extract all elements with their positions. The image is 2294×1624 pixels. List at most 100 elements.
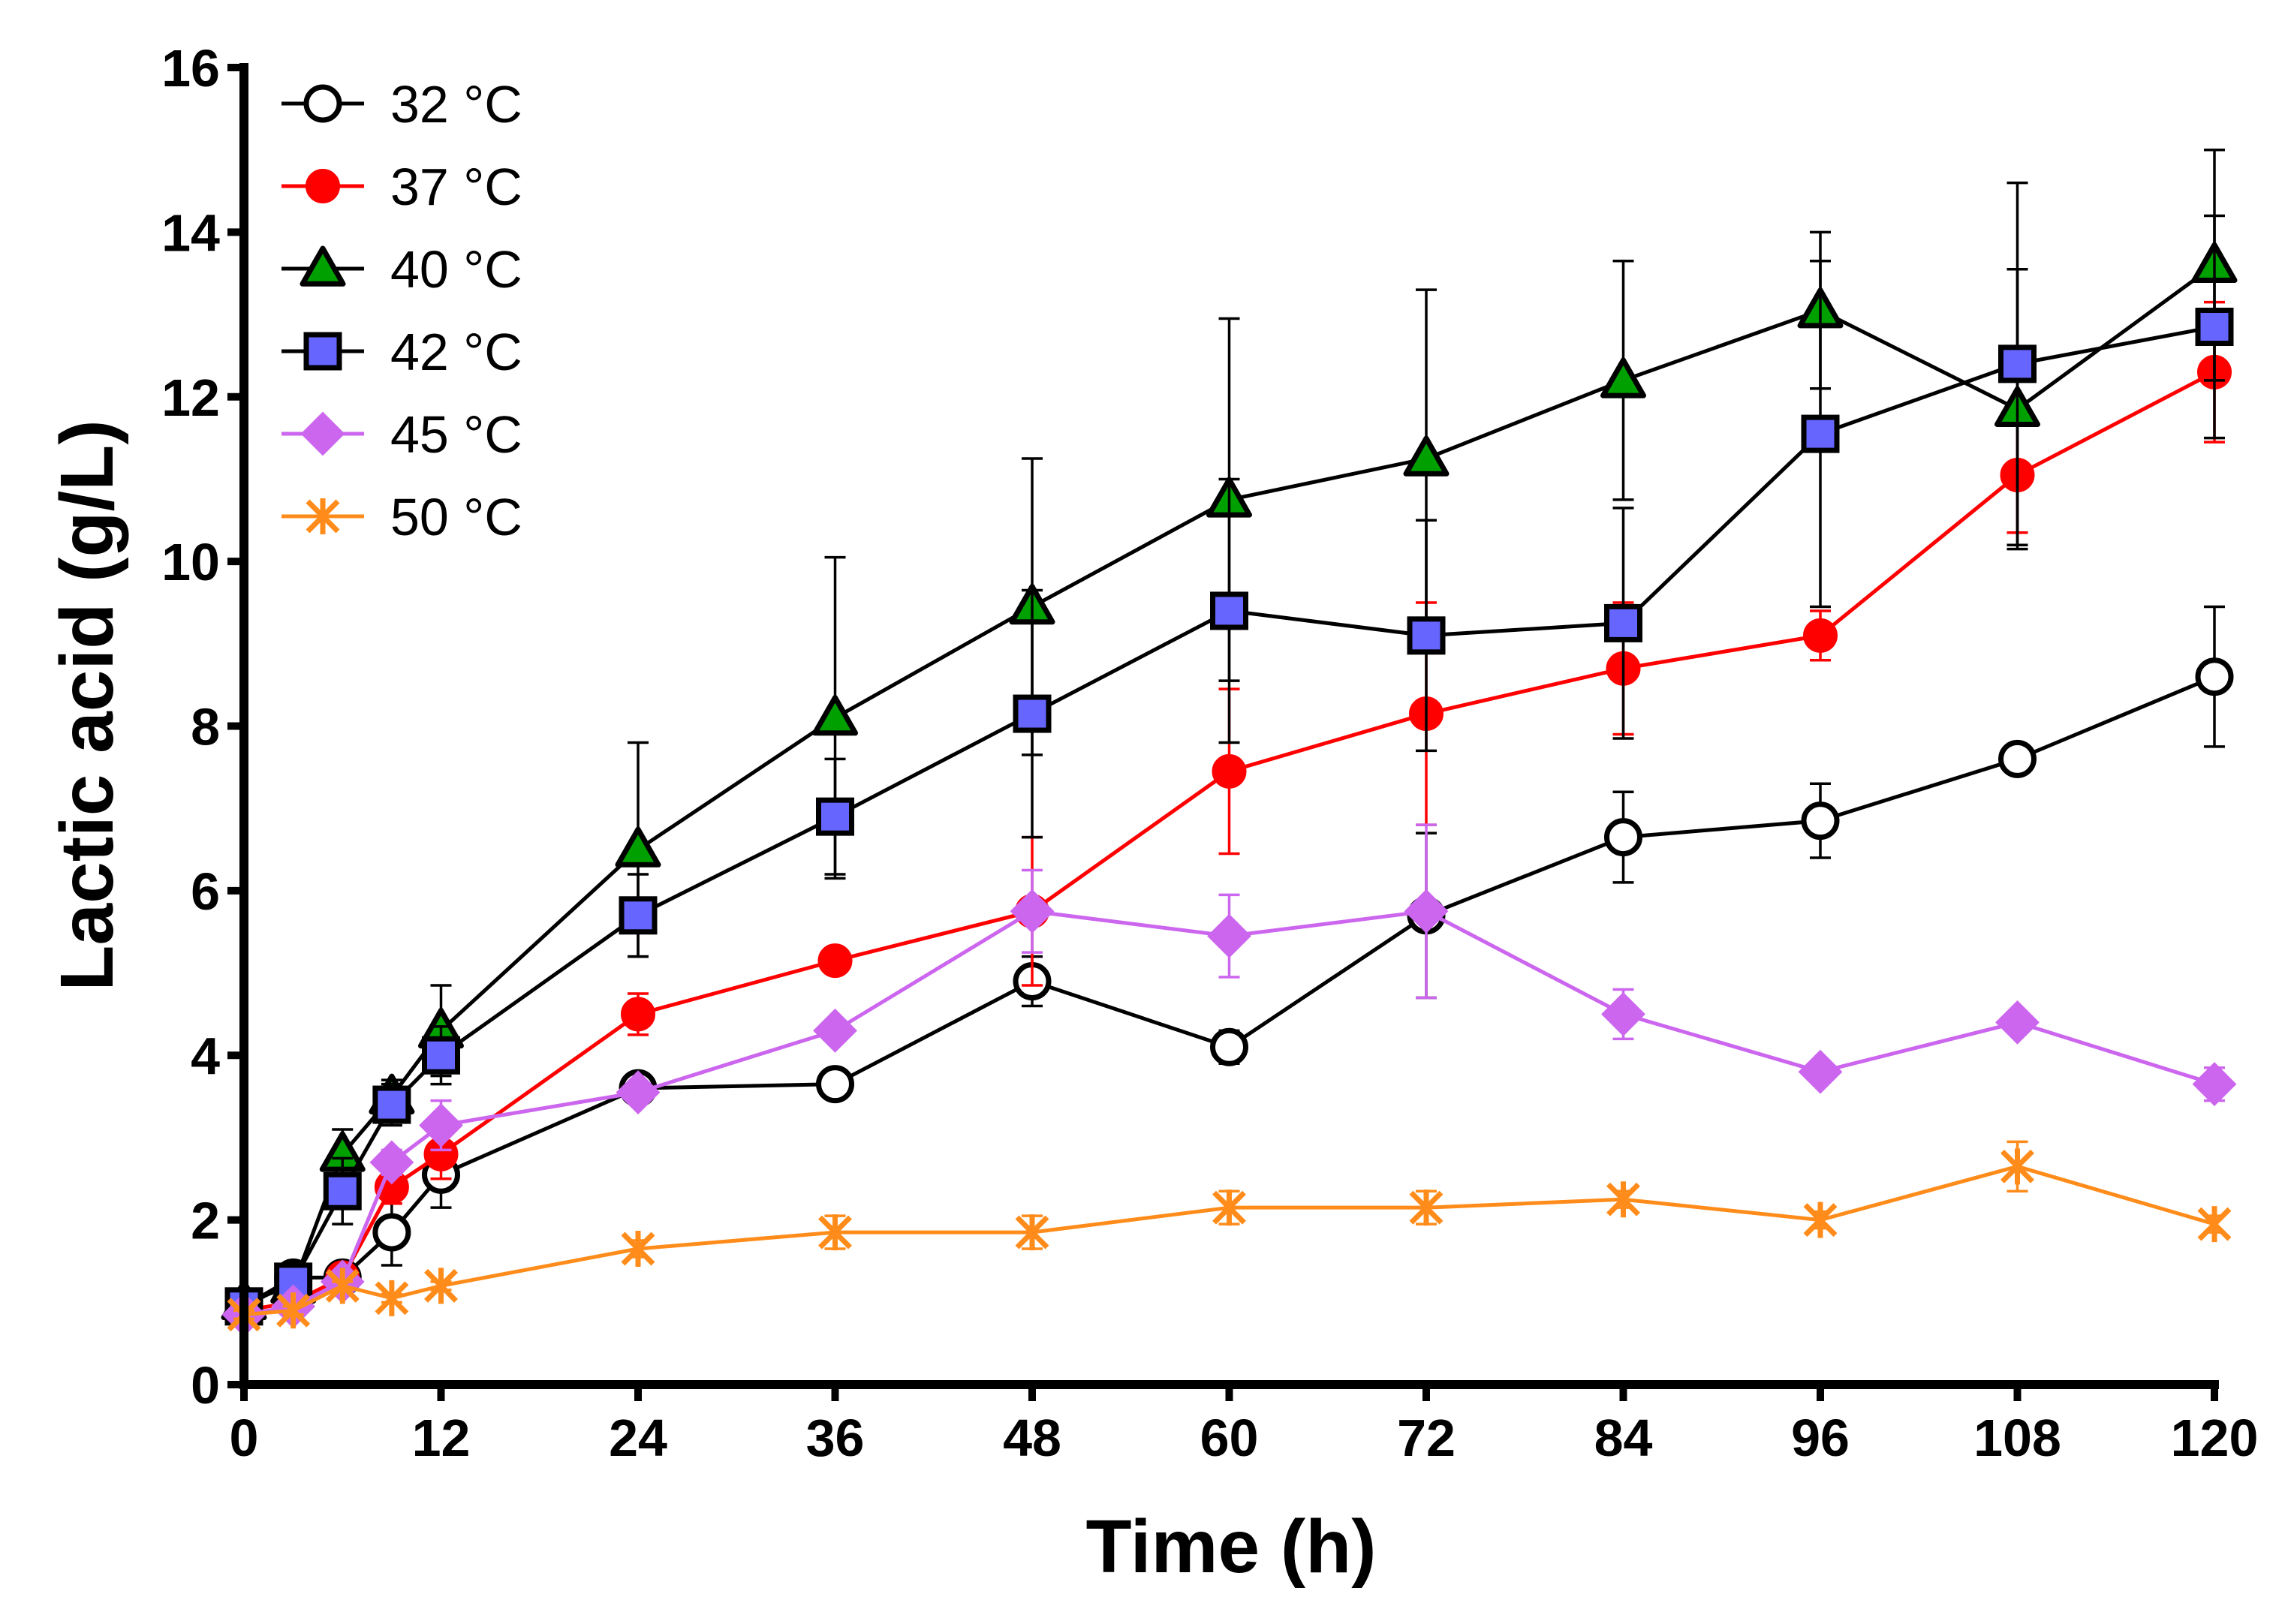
legend: 32 °C 37 °C 40 °C 42 °C 45 °C 50 °C [281, 75, 522, 546]
data-point [2000, 1148, 2034, 1185]
y-tick-label: 16 [161, 39, 220, 98]
data-point [1995, 1000, 2040, 1045]
data-point [1600, 357, 1646, 398]
data-point [1604, 818, 1642, 857]
x-axis-ticks: 0 12 24 36 48 60 72 84 96 108 120 [230, 1385, 2259, 1467]
data-point [1409, 1189, 1444, 1226]
y-axis-title: Lactic acid (g/L) [45, 420, 129, 991]
data-point [1798, 1049, 1843, 1094]
series-line [243, 1164, 2215, 1317]
legend-label: 32 °C [390, 75, 522, 134]
data-point [1404, 889, 1449, 934]
x-axis-title: Time (h) [1085, 1505, 1376, 1589]
data-point [816, 1065, 854, 1104]
data-point [419, 1103, 463, 1147]
data-point [1407, 616, 1446, 655]
data-point [1998, 739, 2037, 778]
legend-label: 50 °C [390, 488, 522, 546]
data-point [2195, 657, 2234, 696]
legend-item-45-c: 45 °C [281, 405, 522, 464]
data-point [619, 896, 658, 935]
legend-marker [300, 245, 346, 287]
data-point [369, 1140, 414, 1185]
x-tick-label: 84 [1594, 1409, 1653, 1467]
data-point [1207, 913, 1251, 958]
data-point [813, 1008, 857, 1053]
data-point [325, 1268, 360, 1304]
x-tick-label: 96 [1791, 1409, 1850, 1467]
legend-marker [300, 411, 345, 456]
data-point [1998, 344, 2037, 383]
y-tick-label: 12 [161, 368, 220, 427]
legend-item-32-c: 32 °C [281, 75, 522, 134]
legend-item-50-c: 50 °C [281, 488, 522, 546]
data-point [1210, 1027, 1248, 1066]
legend-label: 45 °C [390, 405, 522, 464]
data-point [1212, 753, 1247, 789]
legend-marker [303, 84, 342, 123]
data-point [1604, 603, 1642, 642]
data-point [818, 1214, 852, 1251]
data-point [424, 1268, 458, 1304]
y-tick-label: 2 [191, 1192, 220, 1250]
data-point [1803, 1201, 1838, 1238]
legend-label: 42 °C [390, 323, 522, 381]
data-point [621, 997, 655, 1032]
x-tick-label: 120 [2171, 1409, 2259, 1467]
y-tick-label: 8 [191, 698, 220, 756]
data-point [1210, 591, 1248, 630]
data-point [1803, 618, 1838, 653]
data-point [1010, 889, 1055, 934]
y-tick-label: 14 [161, 203, 220, 262]
x-tick-label: 72 [1397, 1409, 1456, 1467]
y-tick-label: 4 [191, 1027, 220, 1085]
y-tick-label: 10 [161, 533, 220, 591]
y-tick-label: 0 [191, 1356, 220, 1415]
legend-marker [306, 498, 340, 534]
legend-item-37-c: 37 °C [281, 158, 522, 216]
x-tick-label: 12 [412, 1409, 471, 1467]
series-42-c [224, 181, 2234, 1326]
x-tick-label: 60 [1200, 1409, 1259, 1467]
data-point [323, 1171, 362, 1210]
legend-label: 37 °C [390, 158, 522, 216]
data-point [816, 797, 854, 836]
data-point [1801, 801, 1840, 841]
series-layer [221, 148, 2238, 1337]
legend-item-40-c: 40 °C [281, 240, 522, 299]
data-point [1801, 414, 1840, 453]
x-tick-label: 36 [806, 1409, 865, 1467]
x-tick-label: 0 [230, 1409, 259, 1467]
data-point [2197, 1206, 2232, 1243]
data-point [276, 1292, 311, 1329]
data-point [375, 1280, 409, 1316]
data-point [621, 1231, 655, 1268]
data-point [1212, 1189, 1246, 1226]
data-point [812, 695, 858, 736]
data-point [2192, 1062, 2237, 1107]
x-tick-label: 24 [609, 1409, 667, 1467]
data-point [615, 826, 661, 868]
series-50-c [227, 1140, 2232, 1333]
y-tick-label: 6 [191, 862, 220, 921]
data-point [422, 1036, 460, 1075]
x-tick-label: 48 [1003, 1409, 1061, 1467]
data-point [2195, 308, 2234, 347]
legend-label: 40 °C [390, 240, 522, 299]
data-point [372, 1085, 411, 1124]
x-tick-label: 108 [1973, 1409, 2061, 1467]
legend-marker [303, 332, 342, 371]
data-point [1015, 1214, 1049, 1251]
series-line [243, 909, 2215, 1317]
data-point [1606, 1181, 1640, 1218]
data-point [1601, 991, 1645, 1036]
y-axis-ticks: 0 2 4 6 8 10 12 14 16 [161, 39, 244, 1415]
data-point [1013, 694, 1052, 733]
legend-marker [306, 169, 340, 203]
series-45-c [221, 823, 2237, 1337]
legend-item-42-c: 42 °C [281, 323, 522, 381]
data-point [1403, 435, 1450, 477]
data-point [817, 943, 853, 979]
